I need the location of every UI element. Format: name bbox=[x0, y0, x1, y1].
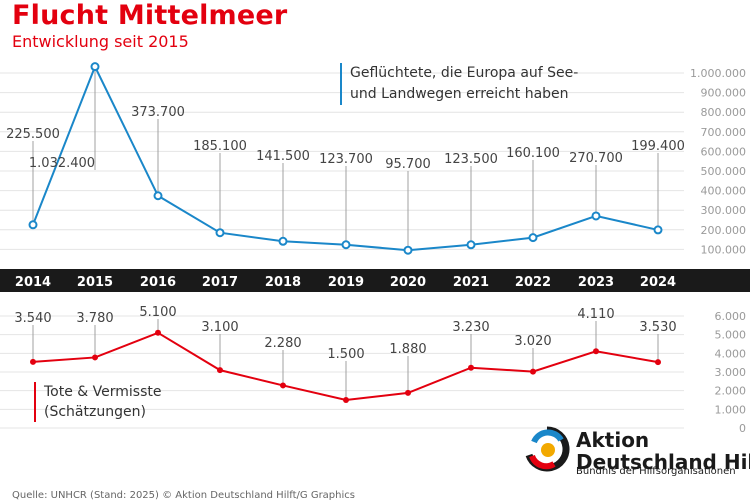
arrivals-point bbox=[153, 191, 163, 201]
arrivals-point bbox=[341, 240, 351, 250]
deaths-tick-label: 5.000 bbox=[715, 329, 747, 342]
logo-line1: Aktion bbox=[576, 428, 650, 452]
deaths-data-label: 3.230 bbox=[452, 320, 489, 335]
arrivals-point bbox=[528, 233, 538, 243]
arrivals-tick-label: 100.000 bbox=[701, 243, 747, 256]
deaths-point bbox=[468, 364, 474, 371]
arrivals-point bbox=[278, 236, 288, 246]
deaths-data-label: 3.540 bbox=[14, 311, 51, 326]
year-band bbox=[0, 269, 750, 292]
arrivals-data-label: 185.100 bbox=[193, 139, 247, 154]
arrivals-legend: Geflüchtete, die Europa auf See- und Lan… bbox=[340, 63, 590, 105]
year-label: 2014 bbox=[15, 275, 51, 290]
arrivals-data-label: 199.400 bbox=[631, 139, 685, 154]
arrivals-tick-label: 1.000.000 bbox=[690, 67, 746, 80]
arrivals-point bbox=[591, 211, 601, 221]
arrivals-tick-label: 600.000 bbox=[701, 145, 747, 158]
arrivals-data-label: 160.100 bbox=[506, 146, 560, 161]
arrivals-series: 225.500 1.032.400 373.700 185.100 141.500 123… bbox=[6, 62, 685, 255]
page-subtitle: Entwicklung seit 2015 bbox=[12, 32, 189, 51]
deaths-data-label: 4.110 bbox=[577, 307, 614, 322]
deaths-tick-label: 2.000 bbox=[715, 385, 747, 398]
deaths-legend: Tote & Vermisste (Schätzungen) bbox=[34, 382, 224, 422]
deaths-point bbox=[405, 389, 411, 396]
deaths-point bbox=[217, 367, 223, 374]
deaths-point bbox=[92, 354, 98, 361]
deaths-data-label: 5.100 bbox=[139, 305, 176, 320]
page-title: Flucht Mittelmeer bbox=[12, 0, 288, 31]
deaths-series: 3.540 3.780 5.100 3.100 2.280 1.500 1.880 3.230… bbox=[14, 305, 677, 403]
deaths-data-label: 3.530 bbox=[639, 320, 676, 335]
year-label: 2015 bbox=[77, 275, 113, 290]
deaths-grid: 0 1.000 2.000 3.000 4.000 5.000 6.000 bbox=[0, 310, 746, 435]
arrivals-tick-label: 900.000 bbox=[701, 87, 747, 100]
deaths-point bbox=[155, 329, 161, 336]
deaths-point bbox=[655, 359, 661, 366]
year-label: 2018 bbox=[265, 275, 301, 290]
deaths-point bbox=[30, 358, 36, 365]
arrivals-tick-label: 200.000 bbox=[701, 224, 747, 237]
arrivals-data-label: 141.500 bbox=[256, 149, 310, 164]
deaths-point bbox=[343, 397, 349, 403]
deaths-data-label: 3.780 bbox=[76, 311, 113, 326]
deaths-data-label: 1.500 bbox=[327, 347, 364, 362]
arrivals-point bbox=[653, 225, 663, 235]
year-label: 2023 bbox=[578, 275, 614, 290]
organization-logo: Aktion Deutschland Hilft Bündnis der Hil… bbox=[524, 426, 750, 496]
year-label: 2019 bbox=[328, 275, 364, 290]
arrivals-tick-label: 300.000 bbox=[701, 204, 747, 217]
deaths-tick-label: 6.000 bbox=[715, 310, 747, 323]
arrivals-tick-label: 500.000 bbox=[701, 165, 747, 178]
deaths-data-label: 1.880 bbox=[389, 342, 426, 357]
arrivals-data-label: 123.700 bbox=[319, 152, 373, 167]
year-label: 2021 bbox=[453, 275, 489, 290]
logo-swirl-icon bbox=[525, 426, 570, 472]
arrivals-point bbox=[466, 240, 476, 250]
arrivals-data-label: 95.700 bbox=[385, 157, 431, 172]
arrivals-data-label: 225.500 bbox=[6, 127, 60, 142]
deaths-point bbox=[593, 348, 599, 355]
year-label: 2020 bbox=[390, 275, 426, 290]
arrivals-data-label: 373.700 bbox=[131, 105, 185, 120]
deaths-tick-label: 4.000 bbox=[715, 347, 747, 360]
arrivals-point bbox=[215, 228, 225, 238]
deaths-point bbox=[530, 368, 536, 375]
arrivals-data-label: 123.500 bbox=[444, 152, 498, 167]
year-label: 2022 bbox=[515, 275, 551, 290]
year-label: 2024 bbox=[640, 275, 676, 290]
year-label: 2017 bbox=[202, 275, 238, 290]
deaths-tick-label: 0 bbox=[739, 422, 746, 435]
logo-line2: Deutschland Hilft bbox=[576, 450, 750, 474]
deaths-data-label: 3.020 bbox=[514, 334, 551, 349]
year-label: 2016 bbox=[140, 275, 176, 290]
deaths-data-label: 3.100 bbox=[201, 320, 238, 335]
deaths-point bbox=[280, 382, 286, 389]
arrivals-tick-label: 400.000 bbox=[701, 185, 747, 198]
arrivals-tick-label: 800.000 bbox=[701, 106, 747, 119]
arrivals-data-label: 270.700 bbox=[569, 151, 623, 166]
deaths-data-label: 2.280 bbox=[264, 336, 301, 351]
arrivals-point bbox=[403, 245, 413, 255]
year-axis: 2014 2015 2016 2017 2018 2019 2020 2021 2022 2023… bbox=[15, 275, 676, 290]
arrivals-point bbox=[90, 62, 100, 72]
deaths-tick-label: 1.000 bbox=[715, 403, 747, 416]
arrivals-data-label: 1.032.400 bbox=[29, 156, 95, 171]
deaths-tick-label: 3.000 bbox=[715, 366, 747, 379]
source-note: Quelle: UNHCR (Stand: 2025) © Aktion Deu… bbox=[12, 490, 355, 501]
arrivals-point bbox=[28, 220, 38, 230]
arrivals-grid: 100.000 200.000 300.000 400.000 500.000 600.0… bbox=[0, 67, 746, 256]
logo-tagline: Bündnis der Hilfsorganisationen bbox=[576, 466, 736, 477]
arrivals-tick-label: 700.000 bbox=[701, 126, 747, 139]
